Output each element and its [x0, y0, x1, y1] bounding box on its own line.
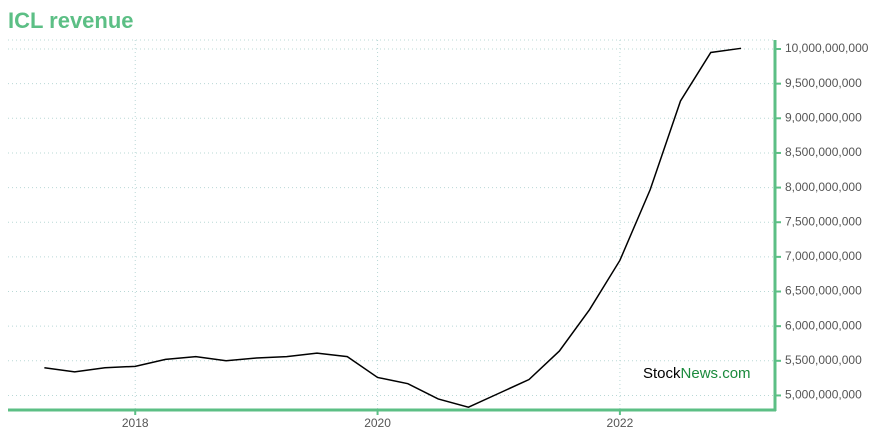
y-tick-label: 8,500,000,000 — [785, 145, 862, 159]
x-tick-label: 2020 — [364, 416, 391, 430]
watermark: StockNews.com — [643, 365, 751, 382]
x-tick-label: 2018 — [122, 416, 149, 430]
y-tick-label: 6,500,000,000 — [785, 284, 862, 298]
y-tick-label: 7,000,000,000 — [785, 249, 862, 263]
revenue-line — [44, 47, 742, 409]
chart-title: ICL revenue — [8, 8, 134, 33]
y-tick-label: 6,000,000,000 — [785, 318, 862, 332]
watermark-brand: Stock — [643, 365, 681, 382]
y-tick-label: 8,000,000,000 — [785, 180, 862, 194]
y-tick-label: 5,000,000,000 — [785, 388, 862, 402]
y-tick-label: 9,000,000,000 — [785, 110, 862, 124]
y-tick-label: 7,500,000,000 — [785, 214, 862, 228]
watermark-domain: News.com — [681, 365, 751, 382]
y-tick-label: 9,500,000,000 — [785, 76, 862, 90]
y-tick-label: 5,500,000,000 — [785, 353, 862, 367]
x-tick-label: 2022 — [607, 416, 634, 430]
y-tick-label: 10,000,000,000 — [785, 41, 869, 55]
